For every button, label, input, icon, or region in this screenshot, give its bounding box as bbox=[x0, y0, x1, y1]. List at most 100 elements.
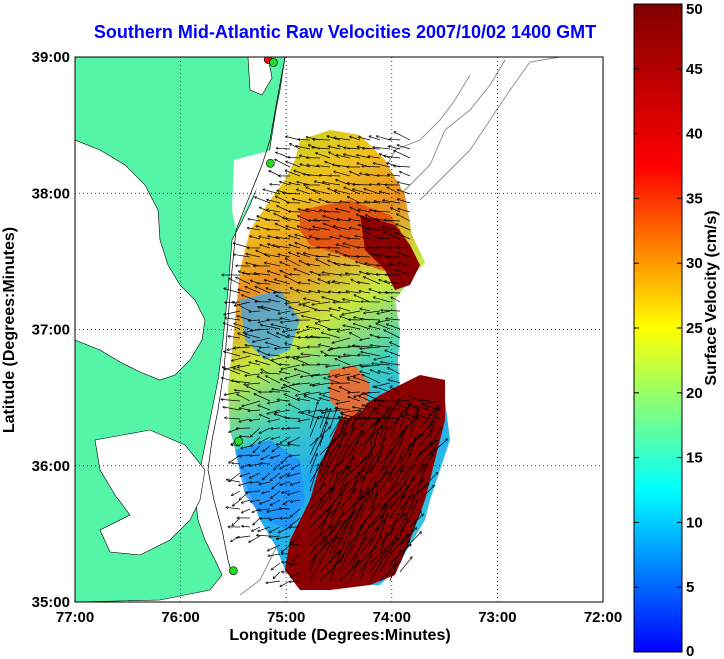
velocity-vector bbox=[253, 337, 271, 342]
velocity-vector bbox=[329, 407, 337, 429]
velocity-vector bbox=[328, 146, 341, 150]
velocity-vector bbox=[225, 318, 241, 321]
velocity-vector bbox=[234, 254, 251, 258]
velocity-vector bbox=[309, 402, 318, 429]
velocity-vector bbox=[353, 184, 371, 185]
velocity-vector bbox=[429, 439, 447, 456]
velocity-vector bbox=[318, 364, 331, 365]
velocity-vector bbox=[339, 446, 349, 465]
velocity-vector bbox=[249, 320, 261, 321]
velocity-vector bbox=[389, 413, 402, 438]
velocity-vector bbox=[309, 555, 316, 573]
velocity-vector bbox=[286, 136, 301, 141]
velocity-vector bbox=[378, 371, 391, 375]
velocity-vector bbox=[326, 202, 341, 204]
velocity-vector bbox=[369, 472, 388, 492]
velocity-vector bbox=[389, 513, 406, 528]
velocity-vector bbox=[226, 507, 241, 510]
velocity-vector bbox=[353, 346, 371, 348]
velocity-vector bbox=[407, 415, 421, 420]
chesapeake-bay bbox=[75, 139, 206, 381]
velocity-vector bbox=[389, 457, 402, 474]
velocity-vector bbox=[391, 208, 401, 213]
velocity-vector bbox=[342, 310, 361, 314]
velocity-vector bbox=[397, 182, 411, 186]
velocity-vector bbox=[379, 450, 391, 474]
velocity-vector bbox=[224, 288, 241, 294]
plot-frame bbox=[74, 56, 604, 603]
velocity-vector bbox=[409, 396, 421, 402]
velocity-vector bbox=[322, 272, 341, 276]
velocity-vector bbox=[319, 450, 328, 474]
velocity-vector bbox=[375, 387, 391, 393]
velocity-vector bbox=[309, 542, 329, 564]
velocity-vector bbox=[292, 310, 311, 315]
velocity-vector bbox=[359, 563, 366, 582]
velocity-vector bbox=[349, 538, 366, 564]
velocity-vector bbox=[309, 291, 321, 294]
velocity-vector bbox=[239, 455, 251, 456]
velocity-vector bbox=[388, 407, 401, 411]
velocity-vector bbox=[359, 465, 369, 492]
velocity-vector bbox=[365, 202, 381, 204]
velocity-vector bbox=[339, 546, 351, 573]
velocity-vector bbox=[256, 250, 271, 258]
velocity-vector bbox=[245, 334, 261, 339]
velocity-vector bbox=[267, 332, 281, 339]
velocity-vector bbox=[282, 562, 291, 563]
velocity-vector bbox=[260, 347, 271, 348]
velocity-vector bbox=[320, 391, 331, 394]
velocity-vector bbox=[382, 227, 401, 231]
velocity-vector bbox=[312, 147, 331, 150]
velocity-vector bbox=[309, 562, 321, 582]
velocity-vector bbox=[384, 232, 401, 240]
velocity-vector bbox=[240, 472, 251, 476]
colorbar-tick-label: 5 bbox=[686, 579, 694, 596]
velocity-vector bbox=[359, 493, 369, 519]
velocity-vector bbox=[280, 463, 291, 469]
velocity-vector bbox=[308, 409, 321, 412]
velocity-vector bbox=[339, 308, 351, 312]
velocity-vector bbox=[349, 555, 357, 573]
velocity-vector bbox=[315, 310, 331, 311]
velocity-vector bbox=[316, 259, 331, 267]
velocity-vector bbox=[293, 382, 311, 385]
velocity-vector bbox=[387, 324, 401, 330]
velocity-vector bbox=[319, 561, 339, 582]
velocity-vector bbox=[290, 274, 301, 275]
velocity-vector bbox=[280, 271, 291, 276]
velocity-vector bbox=[271, 490, 281, 498]
velocity-vector bbox=[250, 236, 261, 240]
velocity-vector bbox=[257, 283, 271, 284]
velocity-vector bbox=[244, 382, 261, 385]
velocity-vector bbox=[294, 369, 311, 375]
velocity-vector bbox=[354, 377, 371, 384]
velocity-vector bbox=[258, 405, 271, 411]
velocity-vector bbox=[304, 391, 321, 395]
velocity-vector bbox=[381, 362, 401, 366]
velocity-vector bbox=[267, 200, 281, 204]
velocity-vector bbox=[309, 483, 325, 501]
velocity-vector bbox=[420, 400, 431, 401]
velocity-vector bbox=[307, 327, 321, 330]
velocity-vector bbox=[399, 557, 412, 573]
velocity-vector bbox=[322, 409, 341, 413]
velocity-vector bbox=[364, 277, 381, 285]
velocity-vector bbox=[358, 355, 371, 357]
colorbar bbox=[633, 3, 683, 653]
velocity-vector bbox=[288, 444, 301, 447]
velocity-vector bbox=[373, 163, 391, 168]
velocity-vector bbox=[422, 400, 441, 404]
velocity-vector bbox=[276, 444, 291, 447]
velocity-vector bbox=[262, 472, 271, 480]
velocity-vector bbox=[319, 552, 339, 573]
velocity-vector bbox=[260, 463, 271, 464]
velocity-vector bbox=[236, 277, 251, 285]
velocity-vector bbox=[323, 395, 341, 402]
velocity-vector bbox=[394, 132, 411, 141]
velocity-vector bbox=[409, 415, 418, 438]
velocity-vector bbox=[290, 517, 301, 526]
velocity-vector bbox=[339, 527, 351, 555]
velocity-vector bbox=[326, 364, 341, 367]
velocity-vector bbox=[255, 287, 271, 294]
